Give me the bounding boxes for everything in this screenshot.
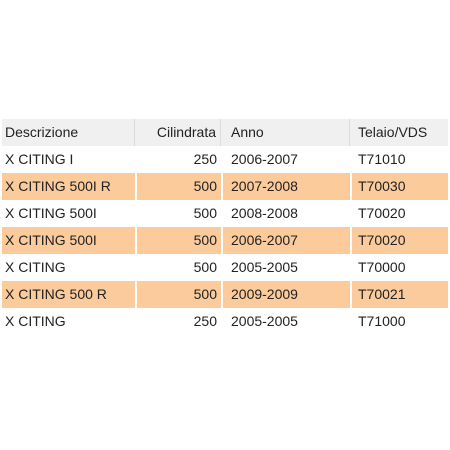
header-cell: Anno [223, 119, 350, 146]
table-cell: T70021 [352, 281, 448, 308]
header-row: Descrizione Cilindrata Anno Telaio/VDS [2, 119, 448, 146]
table-row: X CITING 250 2005-2005 T71000 [2, 308, 448, 335]
header-cell: Descrizione [2, 119, 135, 146]
table-cell: 500 [137, 173, 221, 200]
table-cell: 2005-2005 [231, 259, 298, 275]
table-cell: 250 [193, 313, 217, 329]
header-cell: Cilindrata [137, 119, 221, 146]
table-cell: T71010 [358, 151, 406, 167]
table-cell: T70020 [358, 205, 406, 221]
table-cell: 2005-2005 [231, 313, 298, 329]
table-cell: T70030 [352, 173, 448, 200]
table-cell: X CITING 500I R [2, 173, 135, 200]
table-cell: X CITING 500I [2, 227, 135, 254]
table-cell: 500 [137, 227, 221, 254]
table-row: X CITING 500 2005-2005 T70000 [2, 254, 448, 281]
table-row: X CITING I 250 2006-2007 T71010 [2, 146, 448, 173]
table-cell: X CITING [5, 259, 66, 275]
table-row: X CITING 500I R 500 2007-2008 T70030 [2, 173, 448, 200]
table-cell: T70020 [352, 227, 448, 254]
table-cell: T70000 [358, 259, 406, 275]
table-cell: T71000 [358, 313, 406, 329]
table-cell: X CITING 500 R [2, 281, 135, 308]
table-cell: 2008-2008 [231, 205, 298, 221]
table: Descrizione Cilindrata Anno Telaio/VDS X… [2, 119, 448, 335]
table-cell: 2006-2007 [231, 151, 298, 167]
table-cell: 500 [193, 259, 217, 275]
header-cell: Telaio/VDS [358, 124, 428, 140]
table-cell: 500 [193, 205, 217, 221]
table-cell: X CITING [5, 313, 66, 329]
table-cell: X CITING I [5, 151, 74, 167]
table-cell: 500 [137, 281, 221, 308]
table-cell: 250 [193, 151, 217, 167]
table-cell: 2009-2009 [223, 281, 350, 308]
table-cell: 2007-2008 [223, 173, 350, 200]
table-cell: X CITING 500I [5, 205, 97, 221]
table-row: X CITING 500I 500 2006-2007 T70020 [2, 227, 448, 254]
table-cell: 2006-2007 [223, 227, 350, 254]
table-row: X CITING 500 R 500 2009-2009 T70021 [2, 281, 448, 308]
table-row: X CITING 500I 500 2008-2008 T70020 [2, 200, 448, 227]
